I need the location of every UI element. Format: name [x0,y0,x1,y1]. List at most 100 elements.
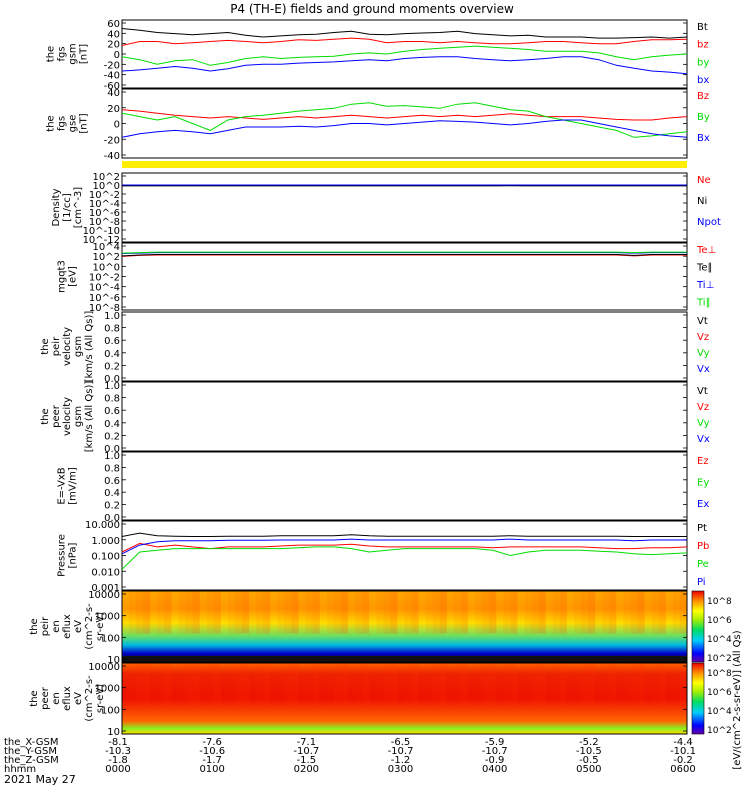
spectrogram-streak [178,663,186,706]
xaxis-row-label: the_Y-GSM [4,746,57,757]
spectrogram-streak [453,663,461,706]
colorbar-tick-label: 10^6 [707,616,732,626]
panel-peer_eflux: 10^8 10^6 10^4 10^2 [eV/(cm^2-s-sr-eV)] (All… [29,630,743,769]
spectrogram-streak [439,591,447,634]
legend-Bt: Bt [697,22,708,33]
legend-Bz: Bz [697,91,709,102]
series-line-By [121,102,688,138]
spectrogram-streak [291,663,299,706]
y-tick-label: 0.100 [91,552,120,563]
y-axis-label: eV [73,620,84,633]
y-tick-label: 0.8 [104,463,120,474]
spectrogram-streak [376,663,384,706]
spectrogram-streak [192,663,200,706]
xaxis-tick-label: -7.1 [297,737,317,748]
y-tick-label: 10^-12 [83,235,120,246]
xaxis-tick-label: -10.5 [576,746,602,757]
spectrogram-streak [227,663,235,706]
y-tick-label: 10^4 [93,242,120,253]
y-axis-label: eV [73,692,84,705]
legend-By: By [697,112,710,123]
y-axis-label: [nPa] [68,542,79,568]
spectrogram-streak [383,591,391,634]
spectrogram-streak [546,591,553,634]
spectrogram-streak [136,663,144,706]
xaxis-tick-label: -0.2 [673,755,693,766]
y-tick-label: 20 [107,104,120,115]
legend-Pe: Pe [697,559,709,570]
spectrogram-streak [376,591,384,634]
y-tick-label: 0.0 [104,444,120,455]
spectrogram-streak [672,663,680,706]
spectrogram-streak [482,663,490,706]
y-axis-label: sr-eV) [95,684,106,713]
panel-frame [121,172,688,243]
spectrogram-streak [637,591,645,634]
colorbar-tick-label: 10^2 [707,654,732,664]
y-tick-label: 10^-8 [89,303,120,314]
spectrogram-streak [235,663,243,706]
series-line-Bt [121,28,688,39]
y-axis-label: Pressure [57,534,68,577]
y-axis-label: en [51,620,62,633]
spectrogram-streak [235,591,243,634]
y-tick-label: 20 [107,40,120,51]
y-tick-label: 10.000 [85,520,120,531]
legend-Ni: Ni [697,196,707,207]
colorbar-tick-label: 10^8 [707,597,732,607]
spectrogram-streak [432,663,440,706]
y-axis-label: Density [51,188,62,226]
spectrogram-streak [129,591,137,634]
legend-Vt: Vt [697,316,708,327]
colorbar-label: [eV/(cm^2-s-sr-eV)] (All Qs) [732,630,743,769]
y-axis-label: peer [40,686,51,710]
y-tick-label: 100 [101,633,120,644]
spectrogram-streak [453,591,461,634]
spectrogram-streak [581,591,589,634]
panel-pressure: 10.000 1.000 0.100 0.010 0.001 Pressure [nPa] P… [57,520,710,594]
xaxis-tick-label: 0600 [670,764,695,775]
y-tick-label: 0.4 [104,419,120,430]
spectrogram-streak [496,591,503,634]
y-axis-label: peir [51,336,62,356]
panel-frame [121,520,688,591]
y-tick-label: 10^-2 [89,273,120,284]
series-line-by [121,45,688,66]
y-axis-label: (cm^2-s- [84,675,95,722]
colorbar-tick-label: 10^2 [707,726,732,736]
y-tick-label: 1.0 [104,311,120,322]
spectrogram-streak [609,663,617,706]
y-axis-label: gsm [73,406,84,427]
spectrogram-streak [383,663,391,706]
y-axis-label: peer [51,404,62,428]
legend-bx: bx [697,75,709,86]
xaxis-tick-label: -7.6 [202,737,222,748]
panel-peir_velocity: 1.0 0.80.6 0.40.2 0.0 the peir velocity gsm [km/… [40,311,710,385]
colorbar-tick-label: 10^4 [707,635,732,645]
y-tick-label: -20 [104,60,120,71]
spectrogram-streak [574,591,582,634]
panel-frame [121,451,688,521]
spectrogram-streak [630,591,638,634]
spectrogram-streak [538,591,546,634]
panel-frame [121,381,688,452]
y-tick-label: 10^2 [93,172,120,183]
y-axis-label: the [40,408,51,424]
xaxis-tick-label: 0500 [576,764,601,775]
spectrogram-streak [658,663,666,706]
y-tick-label: 40 [107,88,120,99]
y-tick-label: -60 [104,81,120,92]
spectrogram-streak [679,591,687,634]
y-tick-label: 10^2 [93,252,120,263]
y-axis-label: gsm [73,336,84,357]
legend-Ti⊥: Ti⊥ [696,280,714,291]
legend-Ez: Ez [697,456,709,467]
panel-frame [121,662,688,735]
y-tick-label: 10000 [88,590,120,601]
y-axis-label: [1/cc] [62,193,73,222]
series-line-Ti∥ [121,251,687,254]
spectrogram-streak [277,663,285,706]
y-axis-label: fgs [57,46,68,61]
legend-bz: bz [697,40,709,51]
